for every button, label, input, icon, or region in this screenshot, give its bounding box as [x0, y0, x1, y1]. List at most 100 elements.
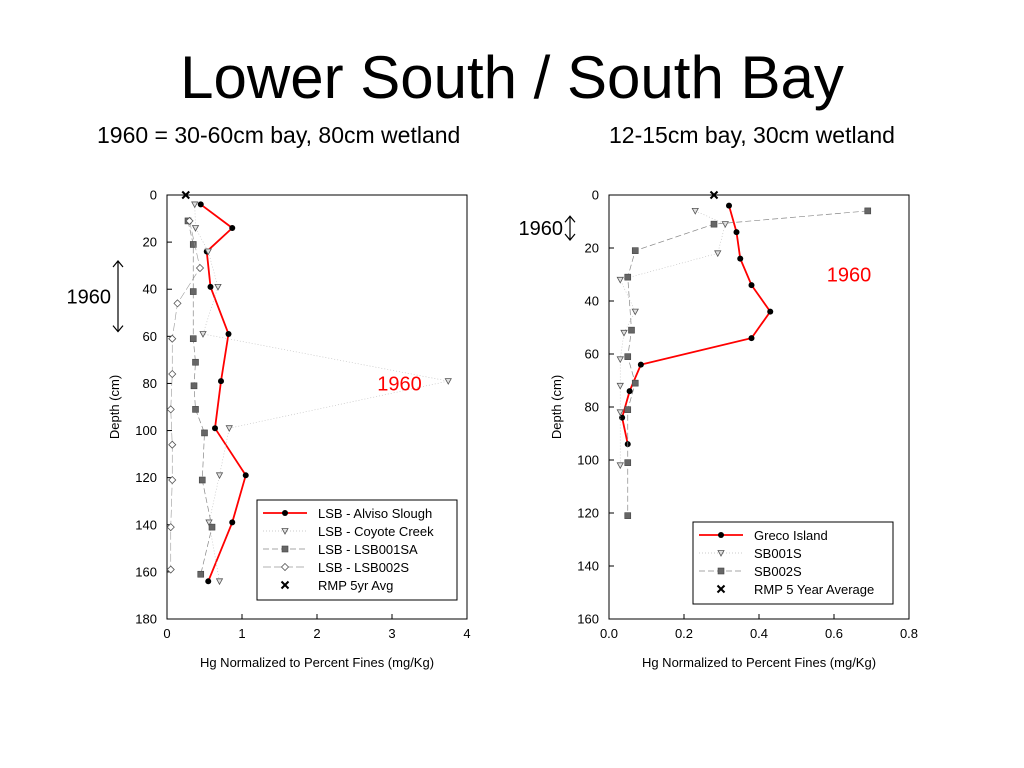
data-point — [168, 334, 177, 343]
legend-label: LSB - LSB001SA — [318, 542, 418, 557]
legend-label: RMP 5 Year Average — [754, 582, 874, 597]
data-point — [626, 388, 633, 395]
x-tick-label: 2 — [313, 626, 320, 641]
data-point — [624, 273, 632, 281]
x-axis-label: Hg Normalized to Percent Fines (mg/Kg) — [642, 655, 876, 670]
depth-range-label: 1960 — [519, 218, 564, 240]
y-tick-label: 40 — [143, 282, 157, 297]
series-line — [170, 220, 201, 570]
legend-marker — [280, 562, 290, 572]
data-point — [631, 247, 639, 254]
data-point — [189, 288, 197, 295]
data-point — [225, 425, 233, 433]
data-point — [166, 523, 175, 532]
data-point — [225, 330, 232, 337]
y-tick-label: 20 — [585, 241, 599, 256]
y-tick-label: 160 — [135, 564, 157, 579]
legend-label: SB001S — [754, 546, 802, 561]
data-point — [215, 578, 224, 586]
data-point — [864, 207, 872, 215]
data-point — [616, 382, 624, 390]
data-point — [616, 409, 624, 417]
y-tick-label: 180 — [135, 612, 157, 627]
series-line — [200, 203, 247, 582]
data-point — [190, 382, 198, 390]
y-tick-label: 100 — [577, 453, 599, 468]
data-point — [628, 326, 635, 334]
data-point — [191, 225, 200, 232]
data-point — [208, 523, 216, 531]
data-point — [619, 414, 626, 421]
data-point — [748, 282, 755, 289]
data-point — [185, 216, 194, 225]
data-point — [212, 425, 218, 432]
y-tick-label: 20 — [143, 235, 157, 250]
y-tick-label: 140 — [135, 517, 157, 532]
data-point — [631, 379, 639, 387]
y-tick-label: 0 — [150, 188, 157, 203]
data-point — [168, 475, 177, 485]
data-point — [624, 406, 632, 413]
x-tick-label: 0 — [163, 626, 170, 641]
arrowhead-down — [564, 233, 576, 241]
data-point — [616, 462, 624, 470]
arrowhead-up — [112, 260, 124, 268]
data-point — [173, 299, 182, 308]
arrowhead-down — [112, 325, 124, 333]
data-point — [767, 308, 774, 315]
x-tick-label: 0.8 — [900, 626, 918, 641]
y-tick-label: 60 — [143, 329, 157, 344]
slide-title: Lower South / South Bay — [180, 44, 844, 111]
data-point — [215, 472, 224, 480]
y-tick-label: 140 — [577, 559, 599, 574]
y-axis-label: Depth (cm) — [107, 375, 122, 439]
data-point — [166, 565, 175, 574]
x-tick-label: 1 — [238, 626, 245, 641]
data-point — [205, 578, 212, 585]
right-chart-subtitle: 12-15cm bay, 30cm wetland — [609, 122, 895, 148]
x-tick-label: 3 — [388, 626, 395, 641]
legend-marker — [717, 550, 725, 557]
y-tick-label: 0 — [592, 188, 599, 203]
legend-marker — [281, 545, 289, 553]
data-point — [199, 331, 207, 338]
data-point — [198, 476, 206, 484]
x-tick-label: 0.0 — [600, 626, 618, 641]
data-point — [710, 220, 718, 228]
legend-marker — [718, 532, 724, 538]
left-chart-subtitle: 1960 = 30-60cm bay, 80cm wetland — [97, 122, 461, 148]
data-point — [444, 378, 452, 385]
legend-marker — [716, 584, 726, 594]
data-point — [168, 369, 177, 379]
legend-marker — [280, 580, 290, 590]
data-point — [242, 472, 249, 479]
y-tick-label: 60 — [585, 347, 599, 362]
data-point — [195, 263, 205, 273]
legend-label: LSB - Alviso Slough — [318, 506, 432, 521]
annotation-label: 1960 — [377, 373, 422, 395]
data-point — [204, 248, 212, 256]
y-tick-label: 160 — [577, 612, 599, 627]
y-axis-label: Depth (cm) — [549, 375, 564, 439]
data-point — [192, 358, 199, 366]
arrowhead-up — [564, 215, 576, 223]
x-axis-label: Hg Normalized to Percent Fines (mg/Kg) — [200, 655, 434, 670]
data-point — [620, 329, 628, 337]
data-point — [192, 406, 199, 413]
data-point — [229, 224, 236, 231]
data-point — [748, 335, 755, 342]
data-point — [714, 250, 722, 258]
legend-label: SB002S — [754, 564, 802, 579]
y-tick-label: 120 — [577, 506, 599, 521]
legend-marker — [281, 528, 289, 535]
x-tick-label: 0.4 — [750, 626, 768, 641]
data-point — [733, 229, 740, 236]
legend-label: LSB - Coyote Creek — [318, 524, 434, 539]
data-point — [624, 512, 632, 519]
data-point — [197, 570, 205, 578]
legend-marker — [282, 510, 288, 516]
data-point — [624, 459, 632, 466]
legend-label: LSB - LSB002S — [318, 560, 409, 575]
data-point — [191, 201, 199, 209]
